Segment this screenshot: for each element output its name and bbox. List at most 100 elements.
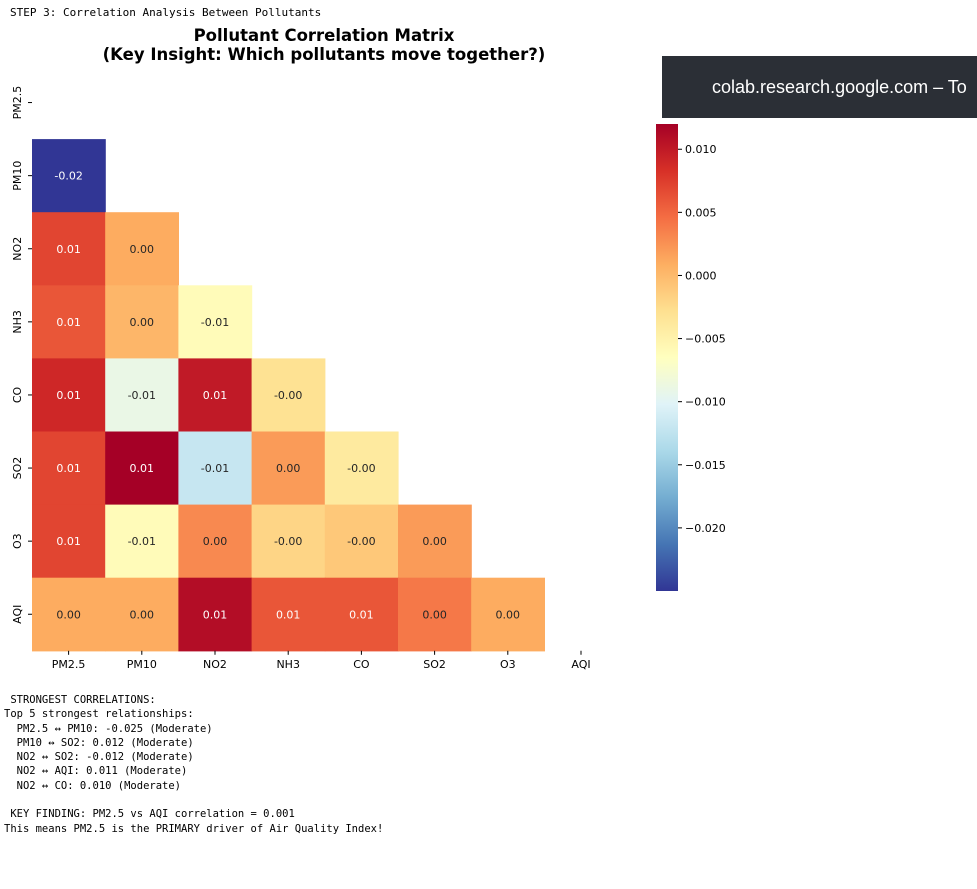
cell-annotation: 0.01 xyxy=(349,608,374,621)
cell-annotation: 0.00 xyxy=(130,316,155,329)
cell-annotation: 0.00 xyxy=(422,535,447,548)
correlation-heatmap-chart: Pollutant Correlation Matrix(Key Insight… xyxy=(11,26,726,671)
cell-annotation: 0.00 xyxy=(56,608,81,621)
cell-annotation: 0.00 xyxy=(422,608,447,621)
y-tick-label: NO2 xyxy=(11,237,24,261)
heatmap-cell xyxy=(178,577,253,652)
cell-annotation: 0.01 xyxy=(203,389,228,402)
heatmap-cell xyxy=(32,285,106,359)
output-line: PM2.5 ↔ PM10: -0.025 (Moderate) xyxy=(4,722,213,735)
heatmap-cell xyxy=(178,504,253,579)
colorbar-tick-label: −0.020 xyxy=(685,522,726,535)
cell-annotation: -0.01 xyxy=(201,462,229,475)
output-line: NO2 ↔ SO2: -0.012 (Moderate) xyxy=(4,751,194,764)
cell-annotation: -0.00 xyxy=(274,389,302,402)
cell-annotation: 0.00 xyxy=(130,608,155,621)
cell-annotation: 0.01 xyxy=(276,608,301,621)
colorbar-bar xyxy=(656,124,678,591)
cell-annotation: 0.01 xyxy=(56,389,81,402)
heatmap-cell xyxy=(178,358,253,433)
heatmap-cell xyxy=(105,431,179,506)
cell-output-text: STRONGEST CORRELATIONS: Top 5 strongest … xyxy=(4,693,383,836)
y-tick-label: PM10 xyxy=(11,161,24,191)
heatmap-cell xyxy=(324,431,399,506)
cell-annotation: -0.01 xyxy=(128,535,156,548)
y-tick-label: CO xyxy=(11,386,24,403)
heatmap-cell xyxy=(471,577,545,652)
output-line: KEY FINDING: PM2.5 vs AQI correlation = … xyxy=(4,808,295,821)
cell-annotation: -0.01 xyxy=(128,389,156,402)
heatmap-cell xyxy=(251,577,326,652)
heatmap-cell xyxy=(105,212,179,286)
heatmap-cell xyxy=(251,504,326,579)
banner-text: colab.research.google.com – To xyxy=(712,77,967,97)
heatmap-cell xyxy=(105,358,179,433)
x-tick-label: NO2 xyxy=(203,658,227,671)
heatmap-cell xyxy=(105,504,179,579)
y-tick-label: AQI xyxy=(11,605,24,624)
output-line: NO2 ↔ AQI: 0.011 (Moderate) xyxy=(4,765,188,778)
cell-annotation: 0.01 xyxy=(56,316,81,329)
cell-annotation: -0.01 xyxy=(201,316,229,329)
cell-annotation: 0.00 xyxy=(130,243,155,256)
cell-annotation: 0.00 xyxy=(203,535,228,548)
heatmap-cell xyxy=(105,577,179,652)
cell-annotation: -0.00 xyxy=(347,535,375,548)
cell-annotation: 0.01 xyxy=(56,243,81,256)
x-tick-label: O3 xyxy=(500,658,516,671)
x-tick-label: NH3 xyxy=(276,658,300,671)
chart-title: Pollutant Correlation Matrix(Key Insight… xyxy=(103,26,546,64)
y-tick-label: O3 xyxy=(11,533,24,549)
output-line: STRONGEST CORRELATIONS: xyxy=(4,694,156,706)
colorbar-tick-label: −0.010 xyxy=(685,396,726,409)
heatmap-cell xyxy=(32,212,106,286)
cell-annotation: -0.00 xyxy=(274,535,302,548)
heatmap-cell xyxy=(251,358,326,433)
x-tick-label: CO xyxy=(353,658,370,671)
step-header: STEP 3: Correlation Analysis Between Pol… xyxy=(10,6,322,19)
cell-annotation: -0.00 xyxy=(347,462,375,475)
heatmap-cell xyxy=(398,504,472,579)
heatmap-cell xyxy=(178,431,253,506)
cell-annotation: 0.00 xyxy=(276,462,301,475)
output-line: PM10 ↔ SO2: 0.012 (Moderate) xyxy=(4,736,194,749)
heatmap-cells: -0.02 0.01 0.00 0.01 0.00 -0.01 0.01 -0.01 0.01 -… xyxy=(32,139,545,652)
y-tick-label: SO2 xyxy=(11,457,24,480)
cell-annotation: 0.01 xyxy=(130,462,155,475)
heatmap-cell xyxy=(32,139,106,213)
cell-annotation: 0.00 xyxy=(496,608,521,621)
y-tick-label: PM2.5 xyxy=(11,86,24,120)
heatmap-cell xyxy=(32,577,106,652)
colab-notification-banner[interactable]: colab.research.google.com – To xyxy=(662,56,977,118)
chart-title-line: Pollutant Correlation Matrix xyxy=(194,26,455,45)
colorbar-tick-label: 0.010 xyxy=(685,143,717,156)
output-line: NO2 ↔ CO: 0.010 (Moderate) xyxy=(4,779,182,792)
x-tick-label: PM10 xyxy=(127,658,157,671)
heatmap-cell xyxy=(324,577,399,652)
heatmap-cell xyxy=(398,577,472,652)
cell-annotation: 0.01 xyxy=(203,608,228,621)
y-axis-tick-labels: PM2.5 PM10 NO2 NH3 CO SO2 O3 AQI xyxy=(11,86,32,624)
y-tick-label: NH3 xyxy=(11,310,24,334)
x-tick-label: AQI xyxy=(571,658,590,671)
x-tick-label: SO2 xyxy=(423,658,446,671)
x-axis-tick-labels: PM2.5 PM10 NO2 NH3 CO SO2 O3 AQI xyxy=(52,650,591,671)
cell-annotation: 0.01 xyxy=(56,535,81,548)
chart-title-line: (Key Insight: Which pollutants move toge… xyxy=(103,45,546,64)
cell-annotation: 0.01 xyxy=(56,462,81,475)
heatmap-cell xyxy=(251,431,326,506)
output-line: This means PM2.5 is the PRIMARY driver o… xyxy=(4,822,384,835)
x-tick-label: PM2.5 xyxy=(52,658,86,671)
output-line: Top 5 strongest relationships: xyxy=(4,708,194,721)
heatmap-cell xyxy=(105,285,179,359)
heatmap-cell xyxy=(32,504,106,579)
colorbar-tick-label: 0.005 xyxy=(685,206,717,219)
colorbar-tick-label: −0.005 xyxy=(685,333,726,346)
heatmap-cell xyxy=(32,358,106,433)
heatmap-cell xyxy=(324,504,399,579)
colorbar-tick-label: −0.015 xyxy=(685,459,726,472)
heatmap-cell xyxy=(32,431,106,506)
cell-annotation: -0.02 xyxy=(54,170,82,183)
colorbar: 0.010 0.005 0.000 −0.005 −0.010 −0.015 −0.020 xyxy=(656,124,726,591)
heatmap-cell xyxy=(178,285,253,359)
